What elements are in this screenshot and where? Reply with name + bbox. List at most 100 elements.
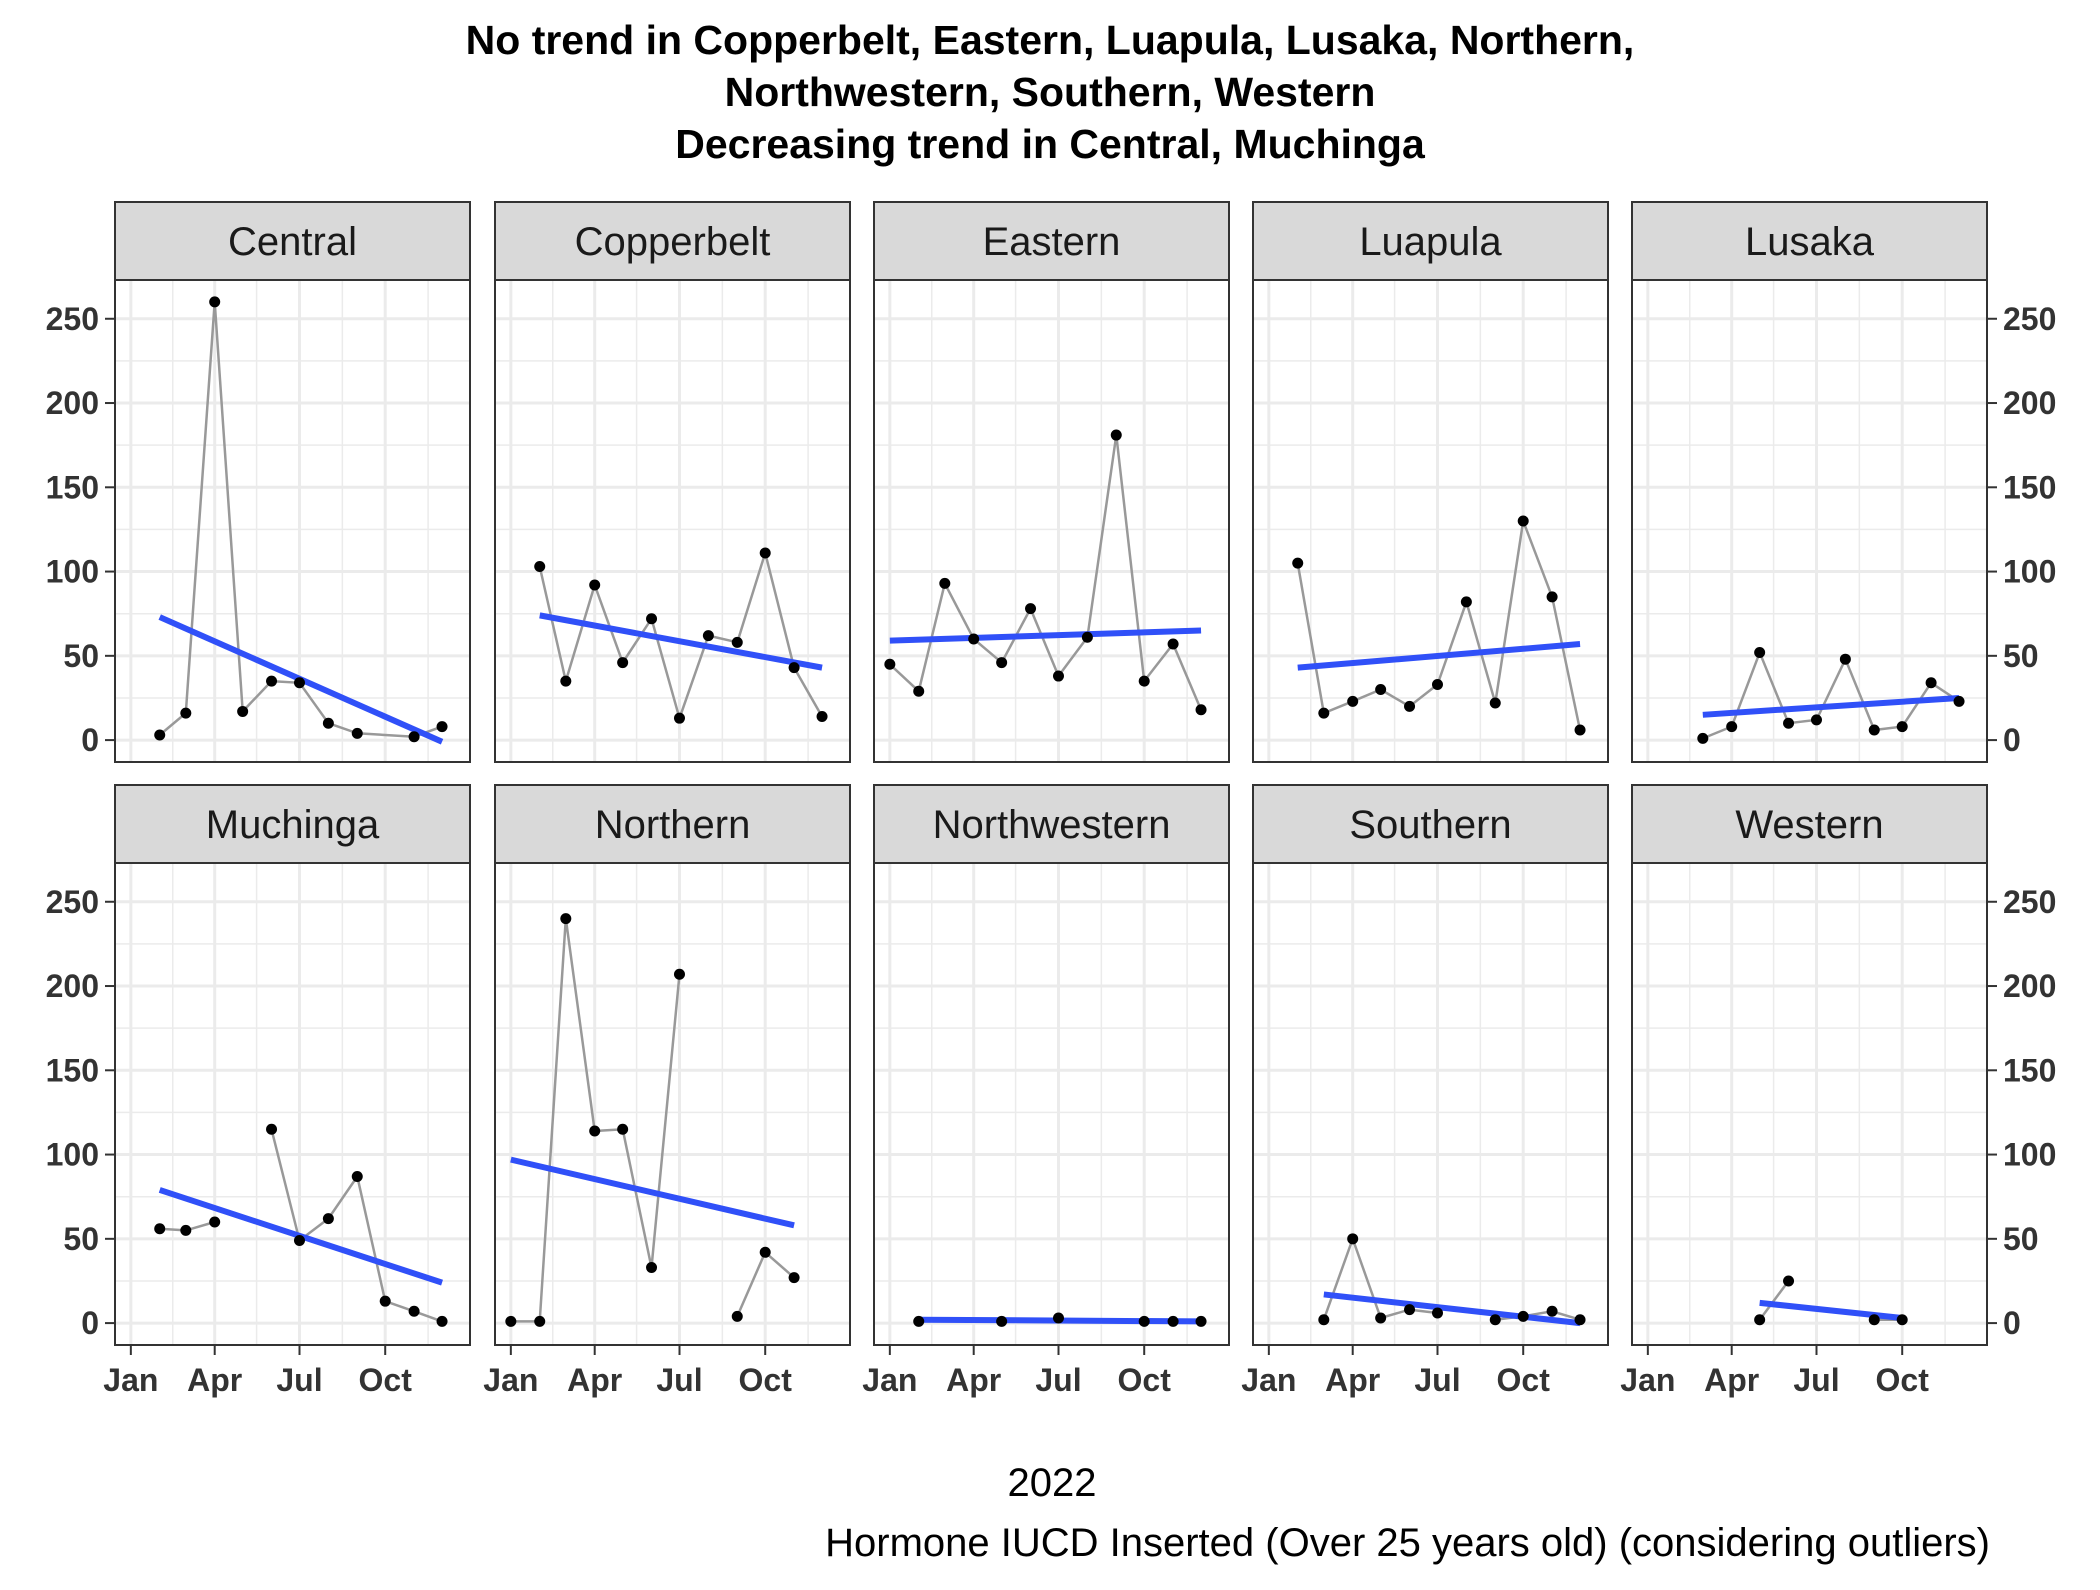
chart-caption: Hormone IUCD Inserted (Over 25 years old… <box>825 1521 1990 1565</box>
data-point <box>1404 700 1416 712</box>
data-point <box>913 1315 925 1327</box>
strip-label: Copperbelt <box>575 220 771 264</box>
strip-label: Western <box>1735 803 1883 847</box>
strip-label: Lusaka <box>1745 220 1875 264</box>
data-point <box>731 1310 743 1322</box>
y-tick-label: 250 <box>2003 884 2056 920</box>
strip-label: Luapula <box>1359 220 1502 264</box>
x-tick-label: Jul <box>656 1362 702 1398</box>
x-tick-label: Oct <box>359 1362 413 1398</box>
data-point <box>673 968 685 980</box>
panel-background <box>1632 863 1987 1345</box>
data-point <box>884 658 896 670</box>
data-point <box>1868 724 1880 736</box>
strip-label: Southern <box>1349 803 1511 847</box>
strip-label: Northwestern <box>933 803 1171 847</box>
facet-panel-lusaka: Lusaka 0 50 100 150 200 250 <box>1631 201 2056 763</box>
data-point <box>1810 714 1822 726</box>
data-point <box>759 1246 771 1258</box>
data-point <box>1138 1315 1150 1327</box>
data-point <box>266 675 278 687</box>
y-tick-label: 200 <box>2003 968 2056 1004</box>
data-point <box>617 1123 629 1135</box>
y-tick-label: 0 <box>81 1305 99 1341</box>
data-point <box>408 731 420 743</box>
x-tick-label: Jul <box>1414 1362 1460 1398</box>
data-point <box>408 1305 420 1317</box>
series-line <box>1758 1280 1790 1321</box>
x-tick-label: Jul <box>1035 1362 1081 1398</box>
data-point <box>1697 732 1709 744</box>
x-tick-label: Jan <box>862 1362 917 1398</box>
data-point <box>1052 1312 1064 1324</box>
data-point <box>788 662 800 674</box>
data-point <box>351 727 363 739</box>
data-point <box>1460 596 1472 608</box>
data-point <box>1925 677 1937 689</box>
data-point <box>1404 1304 1416 1316</box>
trend-line <box>1702 694 1960 718</box>
x-tick-label: Oct <box>739 1362 793 1398</box>
facet-panel-southern: Southern Jan Apr Jul Oct <box>1241 784 1609 1398</box>
data-point <box>1292 557 1304 569</box>
y-tick-label: 100 <box>46 1137 99 1173</box>
data-point <box>1754 646 1766 658</box>
data-point <box>1896 1314 1908 1326</box>
x-tick-label: Jan <box>103 1362 158 1398</box>
data-point <box>788 1272 800 1284</box>
data-point <box>646 613 658 625</box>
data-point <box>759 547 771 559</box>
strip-background <box>494 201 851 281</box>
strip-label: Muchinga <box>206 803 380 847</box>
trend-line <box>1323 1291 1581 1327</box>
panel-background <box>874 863 1229 1345</box>
strip-background <box>1631 201 1988 281</box>
x-tick-label: Jul <box>276 1362 322 1398</box>
strip-background <box>1631 784 1988 864</box>
strip-background <box>1252 201 1609 281</box>
chart-title-line-3: Decreasing trend in Central, Muchinga <box>675 121 1426 167</box>
chart-title-line-2: Northwestern, Southern, Western <box>725 69 1376 115</box>
data-point <box>1431 678 1443 690</box>
y-tick-label: 50 <box>2003 1221 2039 1257</box>
data-point <box>237 705 249 717</box>
strip-background <box>873 201 1230 281</box>
data-point <box>1318 707 1330 719</box>
strip-background <box>114 201 471 281</box>
data-point <box>351 1170 363 1182</box>
data-point <box>1754 1314 1766 1326</box>
data-point <box>1953 695 1965 707</box>
data-point <box>505 1315 517 1327</box>
data-point <box>617 657 629 669</box>
data-point <box>913 685 925 697</box>
data-point <box>673 712 685 724</box>
trend-line <box>510 1156 795 1229</box>
data-point <box>180 707 192 719</box>
facet-panel-central: Central 0 50 100 150 200 250 <box>46 201 471 763</box>
x-tick-label: Apr <box>946 1362 1001 1398</box>
data-point <box>1896 721 1908 733</box>
data-point <box>996 657 1008 669</box>
data-point <box>1868 1314 1880 1326</box>
data-point <box>209 1216 221 1228</box>
data-point <box>322 1213 334 1225</box>
panel-background <box>1253 863 1608 1345</box>
facet-panel-copperbelt: Copperbelt <box>494 201 851 763</box>
facet-panel-western: Western 0 50 100 150 200 250 Jan Apr Jul Oct <box>1620 784 2056 1398</box>
data-point <box>968 633 980 645</box>
data-point <box>996 1315 1008 1327</box>
y-tick-label: 100 <box>46 554 99 590</box>
data-point <box>1546 591 1558 603</box>
data-point <box>1167 1315 1179 1327</box>
data-point <box>1375 684 1387 696</box>
data-point <box>1138 675 1150 687</box>
data-point <box>1318 1314 1330 1326</box>
data-point <box>1489 1314 1501 1326</box>
y-tick-label: 0 <box>81 722 99 758</box>
x-tick-label: Jul <box>1793 1362 1839 1398</box>
data-point <box>154 1223 166 1235</box>
chart-title-line-1: No trend in Copperbelt, Eastern, Luapula… <box>466 17 1635 63</box>
data-point <box>731 636 743 648</box>
data-point <box>702 630 714 642</box>
